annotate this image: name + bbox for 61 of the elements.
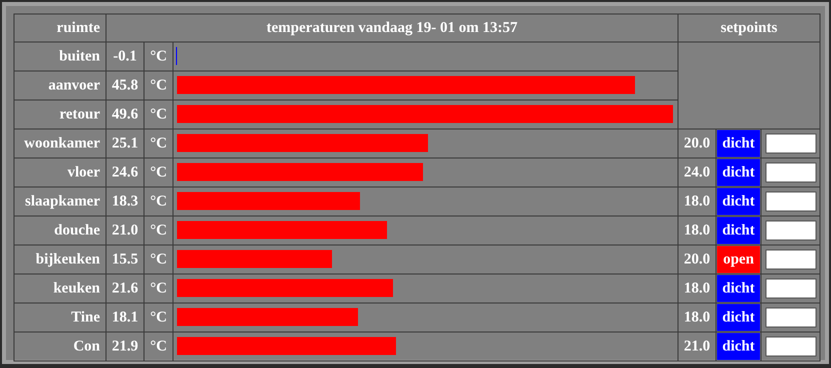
text: 20.0 xyxy=(684,252,710,268)
y-axis-title: ruimte xyxy=(56,20,100,36)
text: dicht xyxy=(722,338,755,354)
text: setpoints xyxy=(720,20,778,36)
y-tick-label: slaapkamer xyxy=(25,194,100,210)
text: °C xyxy=(150,310,167,326)
text: °C xyxy=(150,136,167,152)
text: dicht xyxy=(722,222,755,238)
text: °C xyxy=(150,194,167,210)
y-tick-label: woonkamer xyxy=(24,136,100,152)
data-label: 49.6 xyxy=(112,106,139,122)
data-label: 18.1 xyxy=(112,310,138,326)
text: 18.0 xyxy=(684,280,710,296)
text: 18.0 xyxy=(684,194,710,210)
data-label: 21.6 xyxy=(112,280,139,296)
text: 18.0 xyxy=(684,222,710,238)
bar xyxy=(177,250,332,268)
bar xyxy=(177,337,396,355)
y-tick-label: bijkeuken xyxy=(36,252,101,268)
bar xyxy=(177,192,360,210)
text: °C xyxy=(150,280,167,296)
data-label: 25.1 xyxy=(112,136,138,152)
text: dicht xyxy=(722,136,755,152)
bar xyxy=(177,221,387,239)
bar xyxy=(177,76,635,94)
text: 21.0 xyxy=(684,338,710,354)
chart-title: temperaturen vandaag 19- 01 om 13:57 xyxy=(266,20,518,36)
text: °C xyxy=(150,222,167,238)
bar xyxy=(177,279,393,297)
text: 24.0 xyxy=(684,164,710,180)
text: 20.0 xyxy=(684,136,710,152)
y-tick-label: aanvoer xyxy=(48,78,100,94)
bar xyxy=(177,308,358,326)
text: 18.0 xyxy=(684,310,710,326)
text: dicht xyxy=(722,310,755,326)
bar xyxy=(177,134,428,152)
text: °C xyxy=(150,48,167,64)
text: °C xyxy=(150,78,167,94)
data-label: 18.3 xyxy=(112,194,138,210)
text: dicht xyxy=(722,194,755,210)
y-tick-label: buiten xyxy=(59,48,101,64)
text: °C xyxy=(150,252,167,268)
data-label: 21.0 xyxy=(112,222,138,238)
y-tick-label: Con xyxy=(73,338,101,354)
bar xyxy=(177,163,423,181)
text: dicht xyxy=(722,280,755,296)
y-tick-label: keuken xyxy=(53,280,101,296)
data-label: 15.5 xyxy=(112,252,138,268)
text: dicht xyxy=(722,164,755,180)
data-label: -0.1 xyxy=(113,48,137,64)
text: °C xyxy=(150,164,167,180)
text: open xyxy=(723,252,755,268)
text: °C xyxy=(150,338,167,354)
y-tick-label: retour xyxy=(59,106,100,122)
y-tick-label: douche xyxy=(54,222,100,238)
y-tick-label: Tine xyxy=(71,310,100,326)
data-label: 21.9 xyxy=(112,338,138,354)
data-label: 24.6 xyxy=(112,164,139,180)
text: °C xyxy=(150,106,167,122)
y-tick-label: vloer xyxy=(68,164,100,180)
data-label: 45.8 xyxy=(112,78,138,94)
